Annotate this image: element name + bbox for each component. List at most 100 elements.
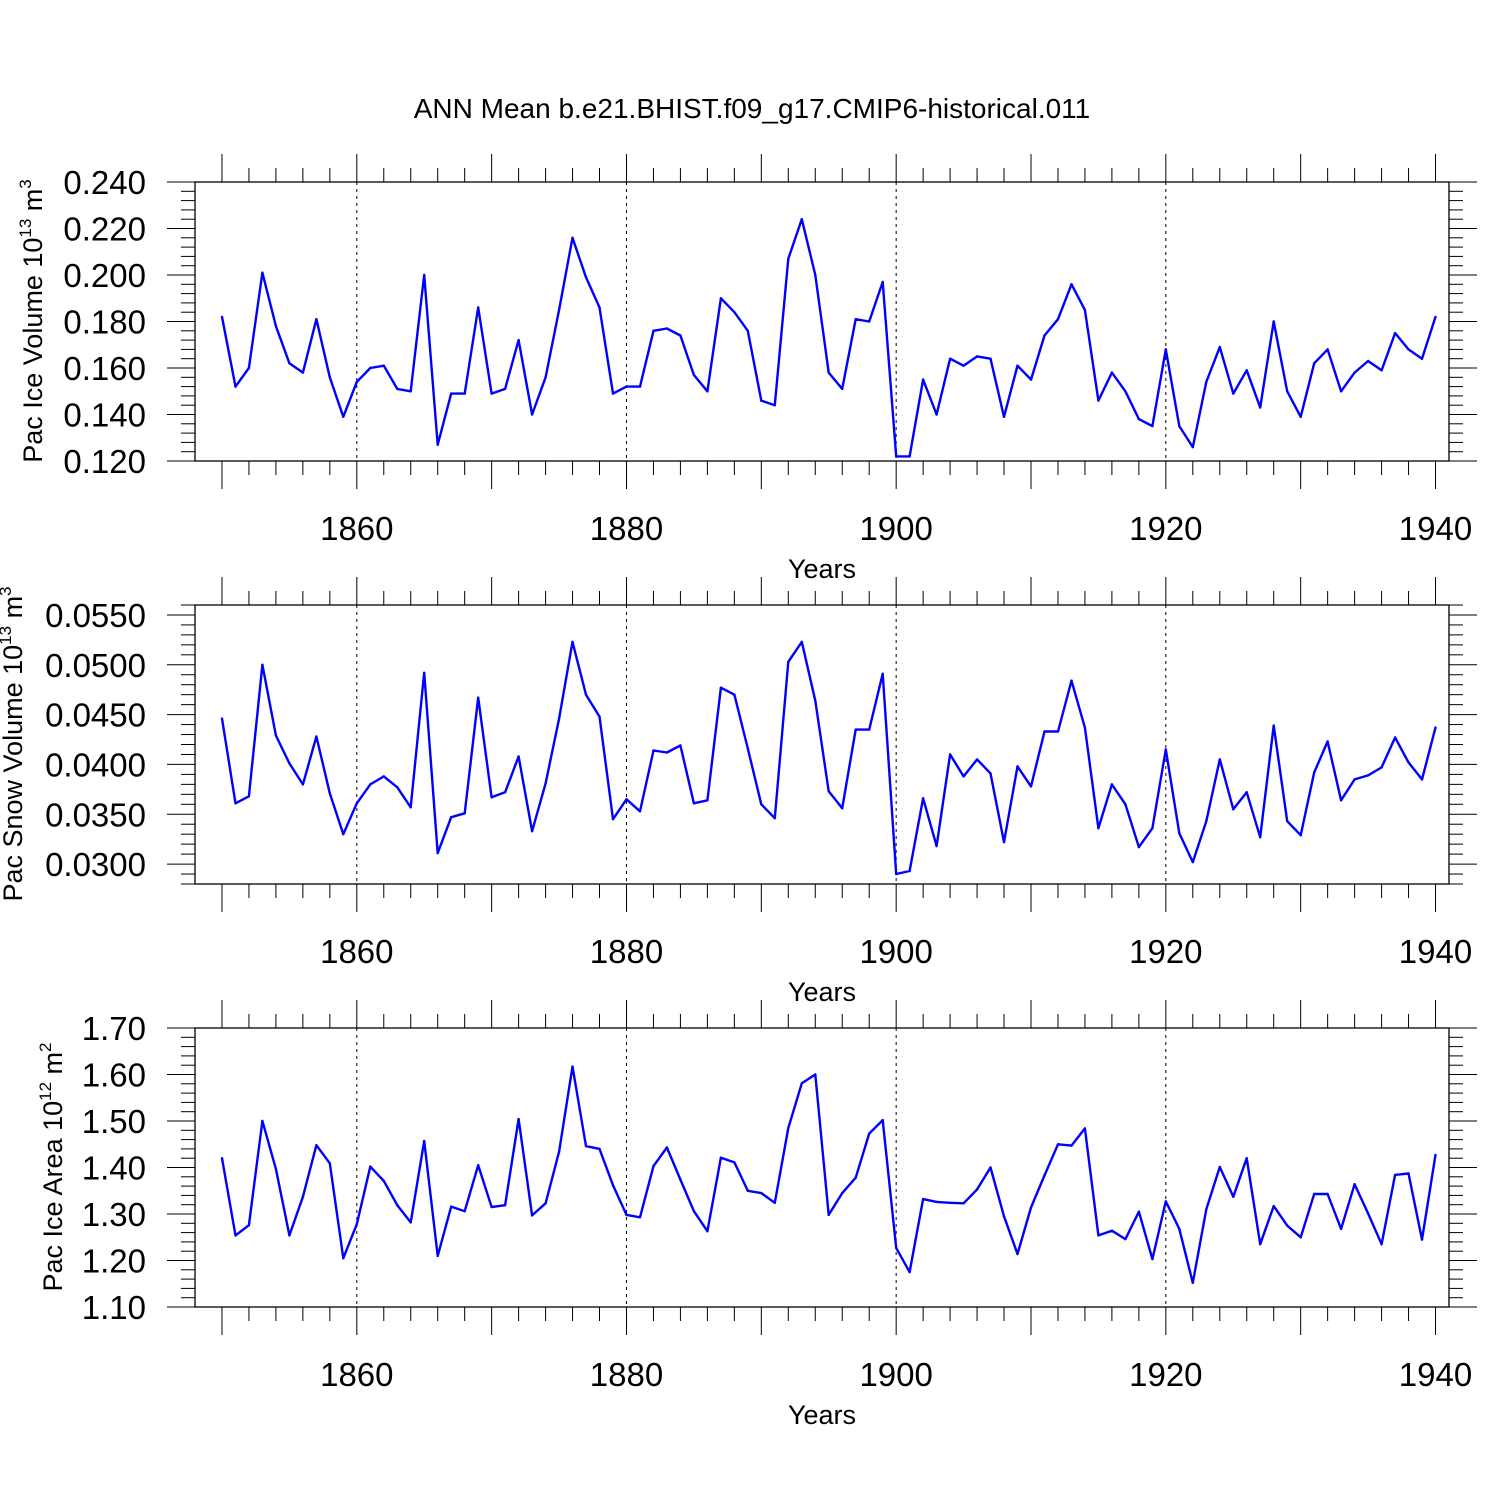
x-tick-label: 1940	[1399, 510, 1472, 547]
data-point-1899	[881, 1118, 884, 1122]
data-point-1869	[477, 696, 480, 699]
data-point-1892	[787, 660, 790, 663]
data-point-1854	[274, 1167, 278, 1171]
y-tick-label: 0.200	[63, 257, 146, 294]
data-point-1881	[638, 1216, 642, 1219]
data-point-1919	[1151, 424, 1154, 428]
data-point-1911	[1043, 1174, 1046, 1177]
data-point-1854	[274, 734, 278, 737]
data-point-1914	[1083, 726, 1087, 729]
data-point-1864	[409, 806, 412, 809]
data-point-1852	[247, 795, 251, 798]
data-point-1894	[814, 699, 817, 702]
data-point-1851	[234, 1234, 237, 1237]
data-point-1898	[868, 320, 871, 323]
data-points	[220, 218, 1437, 458]
data-point-1895	[827, 1213, 830, 1217]
data-point-1862	[382, 775, 385, 778]
data-point-1918	[1137, 845, 1141, 849]
x-axis-ticks: 1860 1880 1900 1920 1940	[221, 154, 1472, 547]
data-point-1938	[1407, 348, 1410, 351]
data-point-1892	[787, 257, 790, 260]
x-tick-label: 1860	[320, 510, 393, 547]
data-point-1935	[1366, 359, 1370, 363]
data-point-1919	[1151, 1257, 1154, 1261]
data-point-1897	[854, 728, 857, 731]
data-point-1938	[1407, 1172, 1410, 1175]
x-axis-title: Years	[788, 1400, 856, 1430]
data-point-1901	[908, 869, 911, 873]
series-line-snow-volume	[220, 640, 1437, 876]
data-point-1909	[1016, 1252, 1019, 1256]
x-axis-ticks: 1860 1880 1900 1920 1940	[221, 1000, 1472, 1393]
vertical-gridlines	[356, 1028, 1167, 1307]
data-point-1932	[1326, 740, 1329, 743]
data-point-1865	[423, 671, 426, 674]
data-point-1908	[1002, 1215, 1006, 1218]
data-point-1877	[584, 276, 588, 279]
data-point-1886	[706, 799, 709, 802]
data-point-1912	[1056, 730, 1060, 733]
y-tick-label: 0.0400	[45, 746, 146, 783]
data-point-1907	[989, 772, 992, 775]
data-point-1927	[1259, 406, 1262, 409]
data-point-1931	[1313, 1192, 1316, 1196]
data-point-1877	[584, 1144, 588, 1148]
data-point-1887	[719, 297, 723, 300]
data-point-1882	[652, 749, 655, 752]
data-point-1925	[1232, 392, 1235, 395]
data-point-1904	[948, 1201, 952, 1205]
data-points	[220, 640, 1437, 876]
data-point-1872	[517, 755, 520, 758]
x-tick-label: 1900	[859, 1356, 932, 1393]
data-point-1880	[625, 798, 628, 801]
data-point-1908	[1002, 415, 1006, 418]
data-point-1933	[1339, 1227, 1343, 1231]
data-point-1932	[1326, 1192, 1329, 1196]
y-axis-title: Pac Ice Volume 1013 m3	[16, 179, 48, 463]
y-tick-label: 0.160	[63, 350, 146, 387]
data-point-1855	[288, 1234, 291, 1237]
y-axis-title: Pac Ice Area 1012 m2	[36, 1042, 68, 1291]
data-point-1930	[1299, 1236, 1302, 1239]
data-point-1856	[301, 1195, 305, 1199]
data-point-1922	[1191, 860, 1195, 864]
data-point-1926	[1245, 1157, 1248, 1160]
data-point-1865	[423, 1139, 426, 1143]
y-tick-label: 0.0450	[45, 697, 146, 734]
data-point-1891	[773, 404, 776, 407]
data-point-1883	[665, 327, 669, 330]
data-point-1908	[1002, 840, 1006, 844]
data-point-1876	[571, 1065, 574, 1068]
data-point-1907	[989, 357, 992, 360]
data-point-1935	[1366, 1212, 1370, 1215]
data-point-1921	[1178, 424, 1181, 428]
data-point-1915	[1097, 399, 1100, 402]
data-point-1930	[1299, 415, 1302, 418]
data-point-1922	[1191, 445, 1195, 449]
data-point-1880	[625, 1213, 628, 1217]
data-point-1850	[220, 315, 224, 319]
x-axis-title: Years	[788, 977, 856, 1007]
data-point-1897	[854, 318, 857, 321]
data-point-1877	[584, 693, 588, 696]
data-point-1910	[1029, 1206, 1033, 1209]
data-point-1862	[382, 364, 385, 367]
data-point-1873	[530, 1214, 534, 1217]
data-point-1896	[841, 1191, 844, 1195]
data-point-1857	[315, 1144, 318, 1147]
data-point-1853	[261, 663, 264, 666]
data-point-1875	[557, 1150, 561, 1153]
data-point-1940	[1434, 1153, 1437, 1157]
data-point-1902	[921, 797, 925, 800]
data-point-1887	[719, 686, 723, 689]
data-point-1905	[962, 364, 965, 367]
data-point-1912	[1056, 318, 1060, 321]
data-point-1903	[935, 1200, 938, 1204]
data-point-1900	[895, 455, 898, 458]
data-point-1884	[679, 334, 682, 337]
data-point-1871	[503, 387, 507, 391]
data-point-1924	[1218, 1165, 1222, 1169]
y-tick-label: 1.30	[82, 1196, 146, 1233]
x-axis-ticks: 1860 1880 1900 1920 1940	[221, 577, 1472, 970]
